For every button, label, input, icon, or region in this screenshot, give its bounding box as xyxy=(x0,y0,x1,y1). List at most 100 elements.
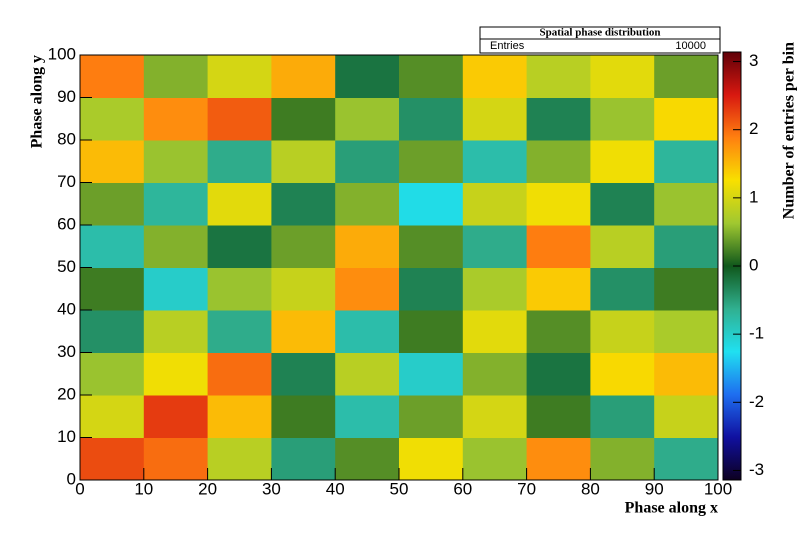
heat-cell xyxy=(654,55,719,98)
heat-cell xyxy=(335,395,400,438)
heat-cell xyxy=(399,310,464,353)
heat-cell xyxy=(526,55,591,98)
heat-cell xyxy=(462,55,528,98)
y-tick-label: 40 xyxy=(57,299,76,318)
heat-cell xyxy=(462,140,528,183)
heat-cell xyxy=(590,97,655,141)
y-axis-title: Phase along y xyxy=(29,55,46,148)
heat-cell xyxy=(526,225,591,268)
heat-cell xyxy=(462,225,528,268)
heat-cell xyxy=(143,437,209,481)
heat-cell xyxy=(335,182,400,226)
x-tick-label: 30 xyxy=(262,479,281,498)
heat-cell xyxy=(654,310,719,353)
heat-cell xyxy=(399,140,464,183)
heat-cell xyxy=(271,225,336,268)
heat-cell xyxy=(80,437,145,481)
heat-cell xyxy=(526,352,591,396)
heat-cell xyxy=(207,310,272,353)
heat-cell xyxy=(526,437,591,481)
x-tick-label: 90 xyxy=(645,479,664,498)
x-tick-label: 40 xyxy=(326,479,345,498)
heat-cell xyxy=(271,352,336,396)
heat-cell xyxy=(654,140,719,183)
y-tick-label: 100 xyxy=(48,44,76,63)
heat-cell xyxy=(207,225,272,268)
z-tick-label: 1 xyxy=(749,187,758,206)
heat-cell xyxy=(271,55,336,98)
x-axis-title: Phase along x xyxy=(625,500,718,517)
y-tick-label: 90 xyxy=(57,87,76,106)
heat-cell xyxy=(143,267,209,311)
z-tick-label: -3 xyxy=(749,460,764,479)
y-tick-label: 60 xyxy=(57,214,76,233)
heat-cell xyxy=(526,182,591,226)
heat-cell xyxy=(335,352,400,396)
heat-cell xyxy=(399,97,464,141)
heat-cell xyxy=(462,352,528,396)
heat-cell xyxy=(590,395,655,438)
heat-cell xyxy=(80,395,145,438)
heat-cell xyxy=(462,97,528,141)
heat-cell xyxy=(143,395,209,438)
heat-cell xyxy=(654,352,719,396)
x-tick-label: 100 xyxy=(704,479,732,498)
heat-cell xyxy=(271,395,336,438)
heat-cell xyxy=(335,140,400,183)
heat-cell xyxy=(271,437,336,481)
heat-cell xyxy=(462,437,528,481)
heat-cell xyxy=(590,225,655,268)
heat-cell xyxy=(526,97,591,141)
y-tick-label: 10 xyxy=(57,427,76,446)
heat-cell xyxy=(654,437,719,481)
z-axis-title: Number of entries per bin xyxy=(781,42,798,219)
heat-cell xyxy=(143,55,209,98)
heat-cell xyxy=(143,352,209,396)
z-tick-label: 0 xyxy=(749,255,758,274)
y-tick-label: 50 xyxy=(57,257,76,276)
heat-cell xyxy=(207,437,272,481)
heat-cell xyxy=(80,140,145,183)
z-tick-label: -2 xyxy=(749,392,764,411)
z-tick-label: 2 xyxy=(749,119,758,138)
heat-cell xyxy=(399,225,464,268)
heat-cell xyxy=(526,395,591,438)
heat-cell xyxy=(399,395,464,438)
heat-cell xyxy=(143,225,209,268)
heat-cell xyxy=(399,352,464,396)
heat-cell xyxy=(335,225,400,268)
heat-cell xyxy=(335,97,400,141)
heat-cell xyxy=(207,267,272,311)
heat-cell xyxy=(271,182,336,226)
heat-cell xyxy=(207,140,272,183)
heat-cell xyxy=(462,310,528,353)
heat-cell xyxy=(399,267,464,311)
heat-cell xyxy=(143,182,209,226)
heat-cell xyxy=(207,395,272,438)
heat-cell xyxy=(654,395,719,438)
heat-cell xyxy=(590,267,655,311)
heat-cell xyxy=(590,437,655,481)
x-tick-label: 10 xyxy=(134,479,153,498)
heat-cell xyxy=(271,97,336,141)
heat-cell xyxy=(335,310,400,353)
heat-cell xyxy=(80,182,145,226)
heat-cell xyxy=(80,225,145,268)
y-tick-label: 0 xyxy=(67,469,76,488)
heat-cell xyxy=(80,55,145,98)
heat-cell xyxy=(654,97,719,141)
heat-cell xyxy=(654,182,719,226)
heat-cell xyxy=(590,182,655,226)
heat-cell xyxy=(399,55,464,98)
x-tick-label: 50 xyxy=(390,479,409,498)
heat-cell xyxy=(399,437,464,481)
x-tick-label: 20 xyxy=(198,479,217,498)
z-tick-label: -1 xyxy=(749,324,764,343)
heat-cell xyxy=(526,267,591,311)
heat-cell xyxy=(526,140,591,183)
x-tick-label: 0 xyxy=(75,479,84,498)
heat-cell xyxy=(271,267,336,311)
heat-cell xyxy=(207,55,272,98)
heat-cell xyxy=(80,267,145,311)
